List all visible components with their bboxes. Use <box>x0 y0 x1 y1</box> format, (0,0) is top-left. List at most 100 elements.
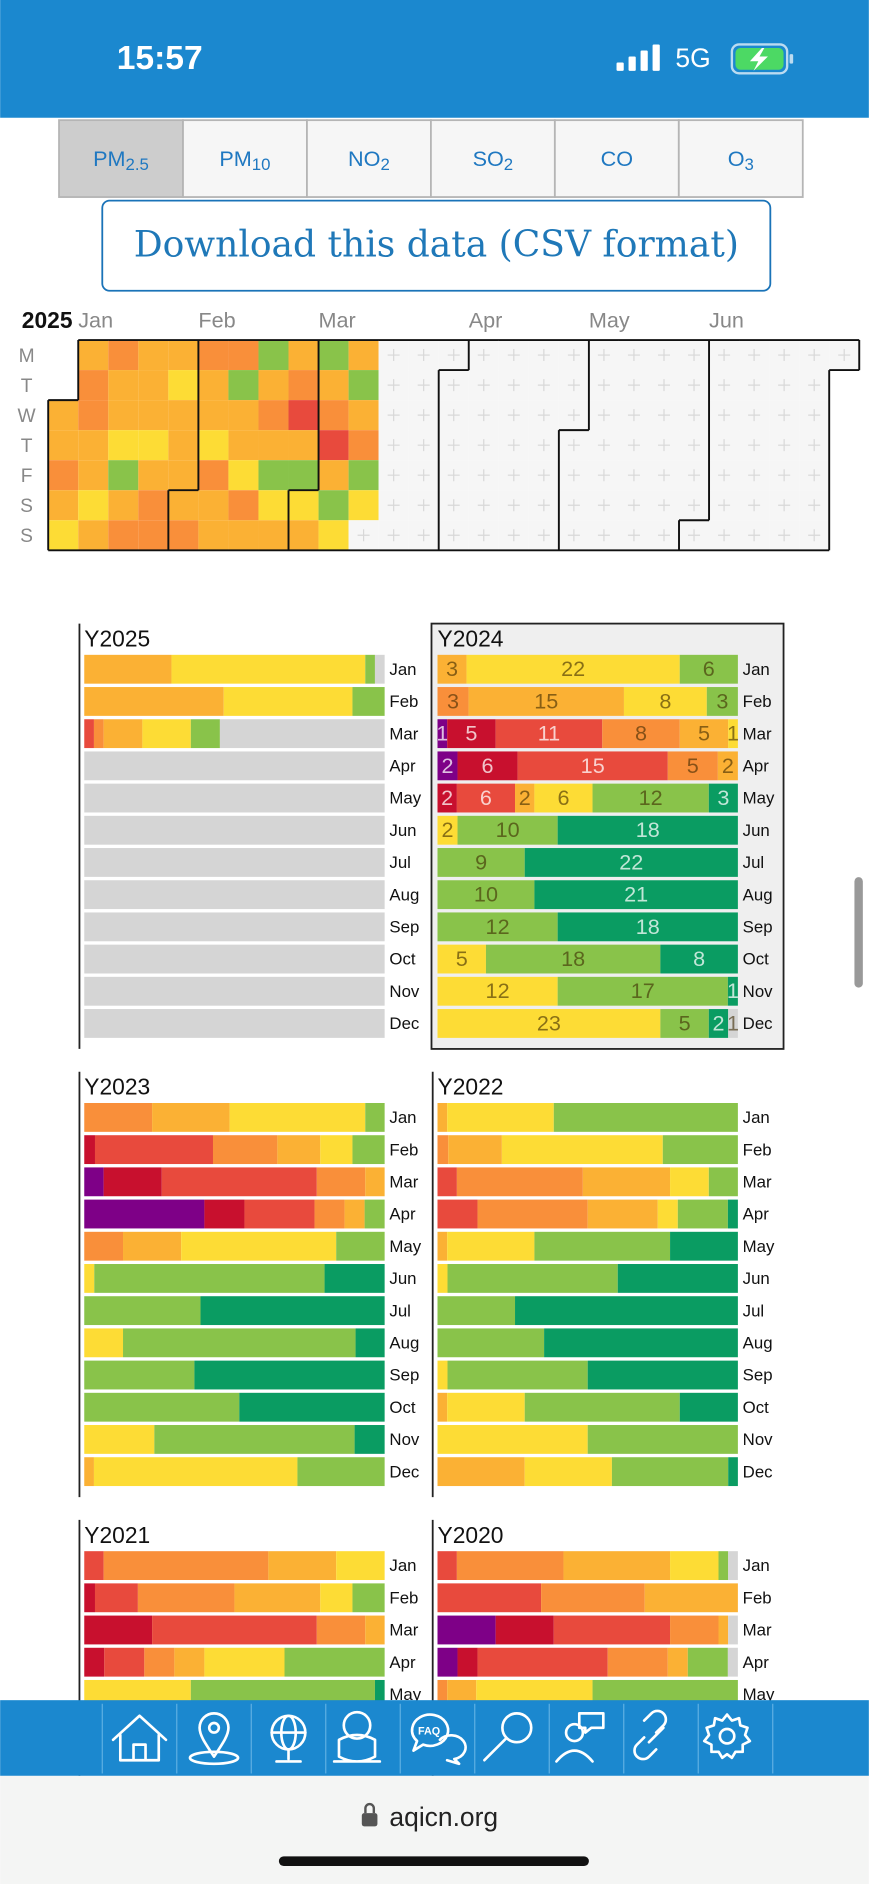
nav-map[interactable] <box>188 1712 240 1766</box>
bar-segment <box>344 1199 365 1229</box>
day-cell <box>318 370 349 401</box>
empty-mark <box>718 529 731 542</box>
bar-segment <box>457 751 518 781</box>
bar-segment <box>582 1167 671 1197</box>
segment-count: 5 <box>456 946 468 971</box>
day-cell <box>258 430 289 461</box>
bar-segment <box>437 1551 457 1581</box>
day-cell <box>108 430 139 461</box>
tab-label: CO <box>601 146 633 171</box>
empty-mark <box>778 379 791 392</box>
empty-mark <box>447 379 460 392</box>
bar-segment <box>437 1199 478 1229</box>
bar-segment <box>84 1647 105 1677</box>
bar-segment <box>437 815 458 845</box>
month-label: Dec <box>743 1014 773 1033</box>
month-label: Sep <box>743 1366 773 1385</box>
month-label: Apr <box>743 756 770 775</box>
bar-segment <box>174 1647 205 1677</box>
bar-segment <box>374 654 385 684</box>
tab[interactable] <box>306 119 432 198</box>
day-cell <box>288 370 319 401</box>
bar-segment <box>144 1647 175 1677</box>
bar-segment <box>602 719 680 749</box>
segment-count: 23 <box>537 1010 561 1035</box>
segment-count: 15 <box>534 688 558 713</box>
nav-link[interactable] <box>633 1709 668 1761</box>
bar-segment <box>557 815 738 845</box>
empty-mark <box>507 499 520 512</box>
bar-segment <box>667 1647 688 1677</box>
bar-segment <box>437 944 486 974</box>
segment-count: 22 <box>561 656 585 681</box>
day-cell <box>198 400 229 431</box>
nav-search[interactable] <box>483 1712 533 1762</box>
bar-segment <box>534 880 738 910</box>
bar-segment <box>84 1167 104 1197</box>
bar-segment <box>557 976 728 1006</box>
bar-segment <box>524 848 738 877</box>
bar-segment <box>437 654 467 684</box>
bar-segment <box>320 1583 353 1613</box>
empty-mark <box>657 379 670 392</box>
bar-segment <box>544 1328 738 1358</box>
bar-segment <box>154 1425 355 1454</box>
segment-count: 17 <box>631 978 655 1003</box>
bar-segment <box>103 1551 269 1581</box>
segment-count: 3 <box>717 785 729 810</box>
tab[interactable] <box>429 119 556 198</box>
nav-settings[interactable] <box>702 1713 752 1760</box>
tab[interactable] <box>677 119 804 198</box>
nav-support[interactable] <box>555 1712 605 1763</box>
month-label: Apr <box>389 1653 416 1672</box>
empty-mark <box>507 409 520 422</box>
empty-mark <box>718 349 731 362</box>
day-cell <box>198 340 229 371</box>
bar-segment <box>617 1264 738 1293</box>
nav-faq[interactable] <box>410 1713 467 1766</box>
url[interactable]: aqicn.org <box>389 1802 498 1832</box>
bar-segment <box>437 848 525 877</box>
network: 5G <box>675 43 710 73</box>
bar-segment <box>437 880 535 910</box>
bar-segment <box>84 1425 155 1454</box>
day-cell <box>168 490 199 521</box>
month-label: Jul <box>389 1301 411 1320</box>
bar-segment <box>670 1615 719 1645</box>
bar-segment <box>219 719 385 749</box>
download-button[interactable] <box>101 199 772 292</box>
month-label: Jan <box>389 1556 416 1575</box>
bar-segment <box>437 1457 525 1487</box>
empty-mark <box>507 529 520 542</box>
day-cell <box>48 490 79 521</box>
tab-label: PM10 <box>219 146 270 175</box>
tab[interactable] <box>553 119 680 198</box>
bar-segment <box>437 1360 448 1390</box>
nav-mask[interactable] <box>332 1710 382 1763</box>
bar-segment <box>679 654 738 684</box>
empty-mark <box>387 409 400 422</box>
empty-mark <box>778 529 791 542</box>
segment-count: 2 <box>519 785 531 810</box>
day-cell <box>168 400 199 431</box>
bar-segment <box>268 1551 337 1581</box>
day-cell <box>108 490 139 521</box>
day-cell <box>228 400 259 431</box>
nav-home[interactable] <box>111 1714 168 1762</box>
bar-segment <box>84 1392 240 1422</box>
segment-count: 1 <box>436 721 448 746</box>
bar-segment <box>437 719 448 749</box>
bar-segment <box>84 1583 95 1613</box>
month-label: Feb <box>389 1588 418 1607</box>
tab[interactable] <box>182 119 308 198</box>
year-title: Y2021 <box>84 1522 150 1548</box>
bar-segment <box>297 1457 385 1487</box>
nav-globe[interactable] <box>270 1714 307 1763</box>
segment-count: 2 <box>441 785 453 810</box>
segment-count: 1 <box>727 721 739 746</box>
month-label: Mar <box>743 1172 772 1191</box>
empty-mark <box>567 349 580 362</box>
month-label: Jul <box>743 1301 765 1320</box>
bar-segment <box>93 1457 298 1487</box>
signal <box>616 44 660 71</box>
